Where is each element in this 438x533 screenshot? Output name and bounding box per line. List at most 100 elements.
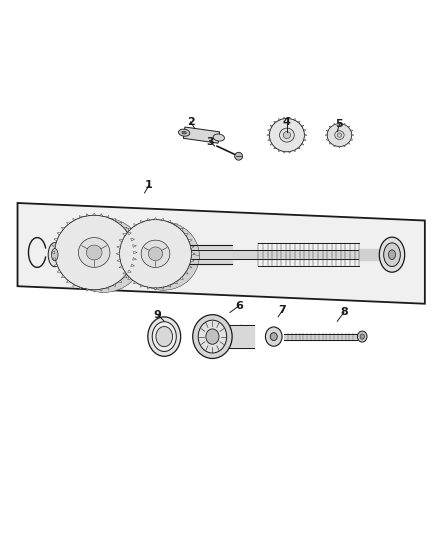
Polygon shape xyxy=(134,251,137,254)
Polygon shape xyxy=(134,224,137,226)
Polygon shape xyxy=(347,142,350,144)
Polygon shape xyxy=(52,257,56,260)
Polygon shape xyxy=(184,127,219,143)
Polygon shape xyxy=(73,219,76,221)
Polygon shape xyxy=(188,265,192,268)
Ellipse shape xyxy=(335,131,344,140)
Ellipse shape xyxy=(156,327,173,346)
Polygon shape xyxy=(268,130,270,131)
Ellipse shape xyxy=(64,218,143,292)
Ellipse shape xyxy=(198,320,227,353)
Polygon shape xyxy=(279,150,280,152)
Polygon shape xyxy=(270,143,273,145)
Polygon shape xyxy=(326,130,328,132)
Polygon shape xyxy=(106,287,109,289)
Polygon shape xyxy=(350,130,353,132)
Polygon shape xyxy=(174,281,177,284)
Ellipse shape xyxy=(283,132,290,139)
Polygon shape xyxy=(180,228,184,231)
Polygon shape xyxy=(127,270,131,272)
Polygon shape xyxy=(297,147,300,149)
Ellipse shape xyxy=(86,245,102,260)
Polygon shape xyxy=(326,139,328,140)
Polygon shape xyxy=(329,126,332,128)
Polygon shape xyxy=(283,151,286,153)
Ellipse shape xyxy=(327,124,352,147)
Polygon shape xyxy=(304,130,306,131)
Polygon shape xyxy=(120,220,199,256)
Polygon shape xyxy=(134,281,137,284)
Ellipse shape xyxy=(270,333,277,341)
Polygon shape xyxy=(191,253,195,255)
Text: 5: 5 xyxy=(336,119,343,129)
Polygon shape xyxy=(117,259,120,262)
Polygon shape xyxy=(168,220,170,223)
Polygon shape xyxy=(54,264,58,266)
Polygon shape xyxy=(54,239,58,241)
Polygon shape xyxy=(133,245,137,247)
Polygon shape xyxy=(141,220,143,223)
Polygon shape xyxy=(120,254,199,290)
Polygon shape xyxy=(191,246,194,248)
Text: 8: 8 xyxy=(340,308,348,318)
Polygon shape xyxy=(304,134,307,136)
Ellipse shape xyxy=(213,134,225,141)
Polygon shape xyxy=(100,289,102,291)
Polygon shape xyxy=(127,277,131,279)
Polygon shape xyxy=(301,143,304,145)
Text: 4: 4 xyxy=(283,117,291,127)
Polygon shape xyxy=(154,288,157,290)
Ellipse shape xyxy=(379,237,405,272)
Ellipse shape xyxy=(120,220,191,288)
Text: 7: 7 xyxy=(279,305,286,316)
Ellipse shape xyxy=(206,329,219,344)
Polygon shape xyxy=(343,123,345,125)
Polygon shape xyxy=(119,265,123,268)
Polygon shape xyxy=(350,139,353,140)
Polygon shape xyxy=(100,214,102,216)
Polygon shape xyxy=(51,251,55,254)
Polygon shape xyxy=(339,147,340,148)
Polygon shape xyxy=(93,290,95,292)
Polygon shape xyxy=(304,139,306,141)
Polygon shape xyxy=(279,118,280,120)
Polygon shape xyxy=(274,122,276,123)
Ellipse shape xyxy=(52,248,58,261)
Polygon shape xyxy=(52,245,56,247)
Polygon shape xyxy=(147,287,150,289)
Ellipse shape xyxy=(55,215,134,290)
Polygon shape xyxy=(93,213,95,215)
Ellipse shape xyxy=(78,238,110,268)
Polygon shape xyxy=(268,139,270,141)
Ellipse shape xyxy=(178,129,190,136)
Ellipse shape xyxy=(279,128,294,142)
Polygon shape xyxy=(343,146,345,147)
Polygon shape xyxy=(283,117,286,119)
Polygon shape xyxy=(168,285,170,287)
Polygon shape xyxy=(73,284,76,287)
Ellipse shape xyxy=(152,322,176,351)
Polygon shape xyxy=(267,134,269,136)
Polygon shape xyxy=(127,228,131,231)
Polygon shape xyxy=(141,285,143,287)
Polygon shape xyxy=(184,272,188,274)
Polygon shape xyxy=(86,289,88,291)
Polygon shape xyxy=(57,233,61,235)
Polygon shape xyxy=(124,276,127,278)
Polygon shape xyxy=(334,123,336,125)
Ellipse shape xyxy=(232,325,251,348)
Polygon shape xyxy=(67,222,70,225)
Ellipse shape xyxy=(357,331,367,342)
Ellipse shape xyxy=(193,314,232,359)
Polygon shape xyxy=(133,257,137,260)
Polygon shape xyxy=(117,246,120,248)
Ellipse shape xyxy=(389,250,396,260)
Polygon shape xyxy=(127,233,131,235)
Polygon shape xyxy=(154,217,157,220)
Polygon shape xyxy=(184,233,188,236)
Polygon shape xyxy=(57,270,61,272)
Polygon shape xyxy=(174,224,177,226)
Polygon shape xyxy=(161,218,164,221)
Polygon shape xyxy=(61,227,65,230)
Ellipse shape xyxy=(148,317,180,356)
